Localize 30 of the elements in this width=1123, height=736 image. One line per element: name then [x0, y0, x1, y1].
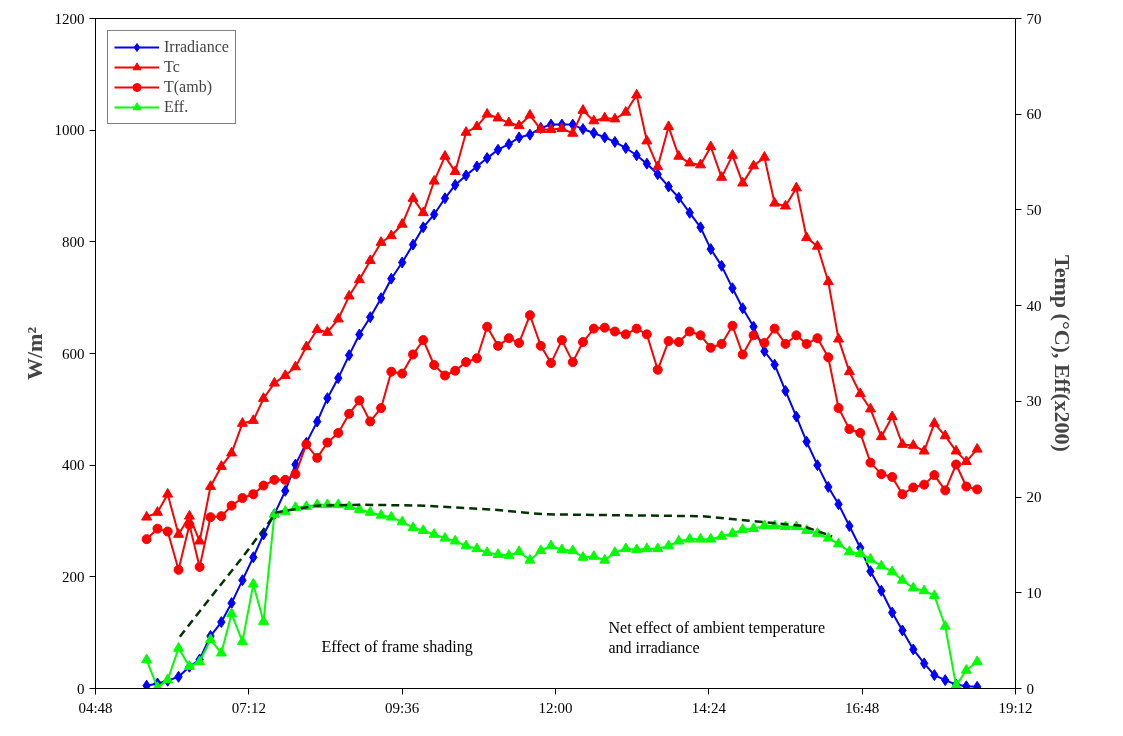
x-tick-label: 14:24: [691, 699, 727, 716]
y-tick-label: 1000: [54, 122, 85, 139]
y2-tick-label: 20: [1026, 489, 1042, 506]
y2-tick-label: 0: [1026, 680, 1034, 697]
x-tick-label: 07:12: [231, 699, 266, 716]
y-tick-label: 600: [62, 345, 85, 362]
y2-tick-label: 60: [1026, 106, 1042, 123]
x-tick-label: 19:12: [998, 699, 1033, 716]
legend-label: T(amb): [164, 78, 212, 96]
y2-tick-label: 30: [1026, 393, 1042, 410]
y-tick-label: 1200: [54, 10, 85, 27]
legend-label: Irradiance: [164, 38, 229, 56]
x-tick-label: 04:48: [78, 699, 113, 716]
legend-label: Eff.: [164, 98, 189, 116]
y2-tick-label: 70: [1026, 10, 1042, 27]
legend-label: Tc: [164, 58, 181, 76]
x-tick-label: 12:00: [538, 699, 573, 716]
y-tick-label: 800: [62, 233, 85, 250]
x-tick-label: 16:48: [845, 699, 880, 716]
y-tick-label: 200: [62, 568, 85, 585]
y2-tick-label: 40: [1026, 297, 1042, 314]
y-axis-title: W/m²: [21, 326, 47, 381]
y-tick-label: 400: [62, 457, 85, 474]
y-tick-label: 0: [77, 680, 85, 697]
y2-tick-label: 50: [1026, 201, 1042, 218]
annotation: Effect of frame shading: [321, 638, 473, 656]
x-tick-label: 09:36: [385, 699, 420, 716]
y2-axis-title: Temp (°C), Eff(x200): [1049, 255, 1075, 452]
y2-tick-label: 10: [1026, 584, 1042, 601]
annotation: Net effect of ambient temperature and irradiance: [608, 618, 825, 657]
